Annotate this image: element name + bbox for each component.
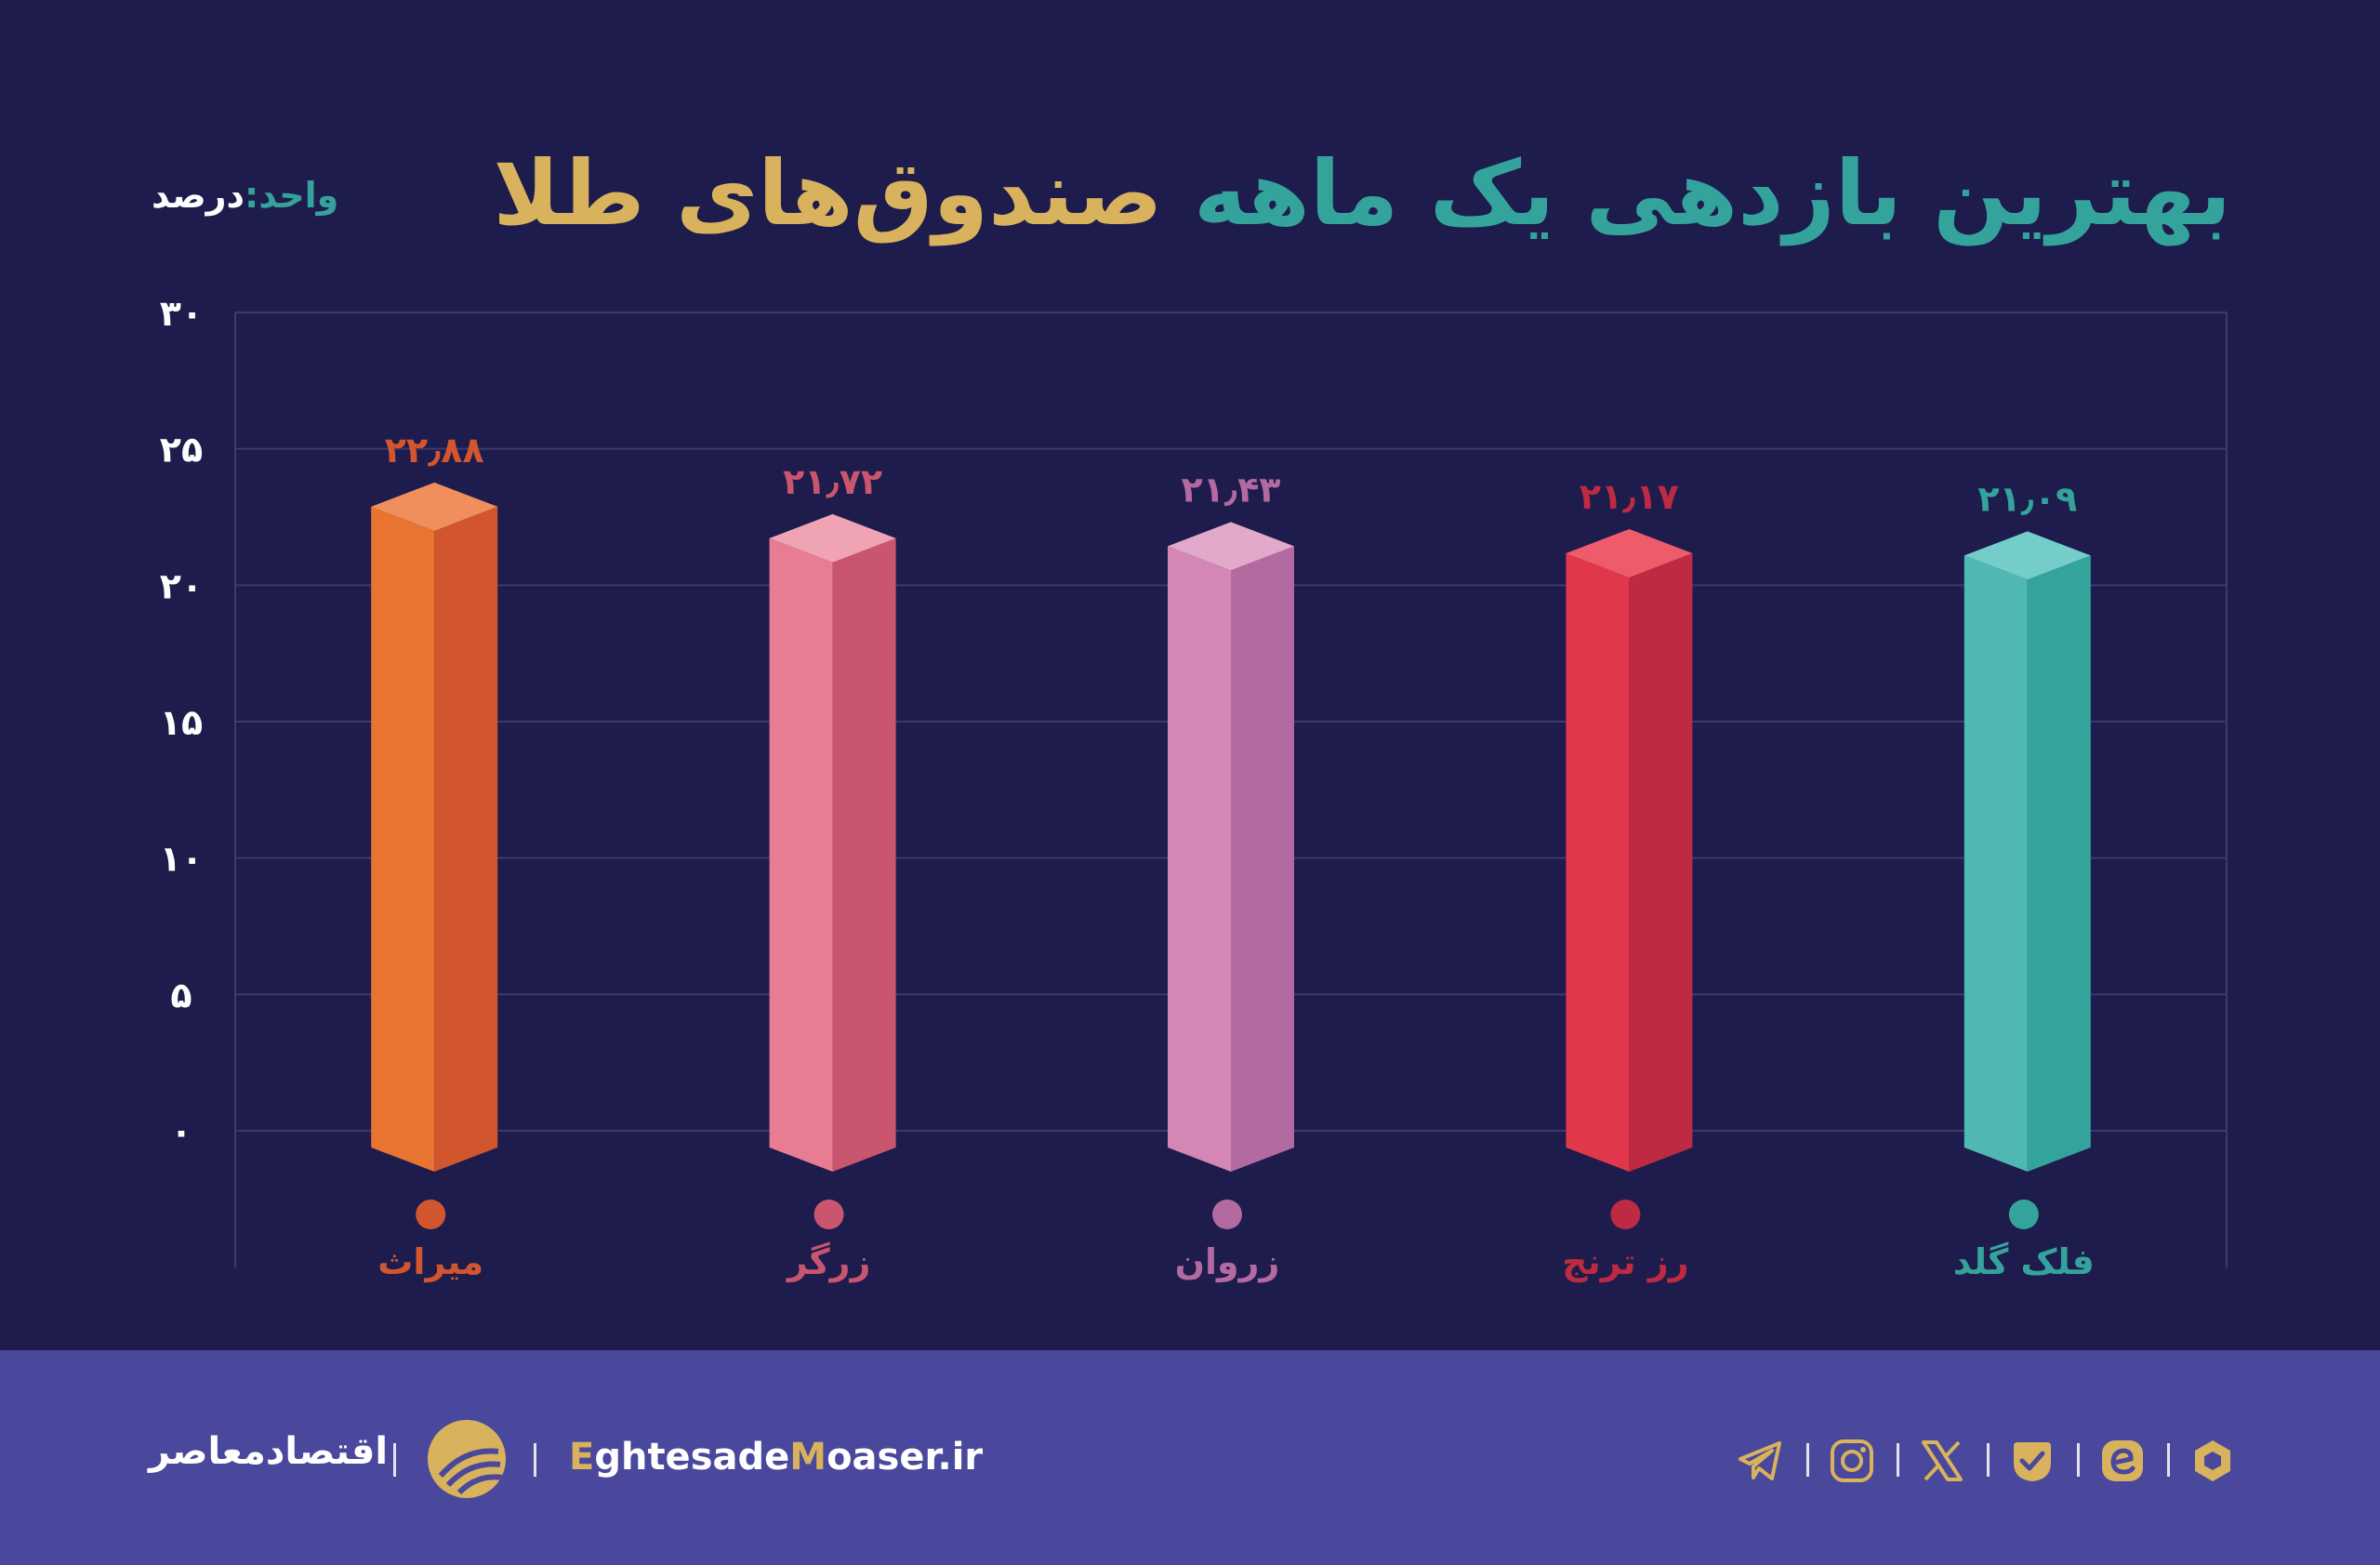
telegram-icon[interactable] xyxy=(1737,1437,1785,1485)
bar-top xyxy=(1566,529,1693,578)
footer-separator xyxy=(534,1443,536,1477)
bar-face-side xyxy=(832,537,896,1172)
x-icon[interactable] xyxy=(1918,1437,1966,1485)
eitaa-icon[interactable] xyxy=(2008,1437,2056,1485)
data-label: ۲۱٫۱۷ xyxy=(1580,476,1679,517)
y-tick-label: ۱۰ xyxy=(160,839,203,880)
x-tick-label: زرگر xyxy=(786,1241,871,1282)
x-tick-label: فلک گلد xyxy=(1953,1241,2095,1282)
bar-top xyxy=(769,513,896,563)
bar-face-side xyxy=(434,506,498,1172)
bar-face-side xyxy=(2027,555,2091,1172)
data-label: ۲۱٫۷۲ xyxy=(783,461,882,502)
bar-face-side xyxy=(1629,553,1693,1172)
legend-dot xyxy=(813,1200,844,1229)
y-tick-label: ۳۰ xyxy=(160,293,203,334)
data-label: ۲۱٫۴۳ xyxy=(1182,469,1281,510)
title-part-1: بهترین بازدهی یک ماهه xyxy=(1194,141,2231,245)
bar-face-front xyxy=(1566,553,1630,1172)
bar-face-front xyxy=(1964,555,2028,1172)
bar-face-front xyxy=(1168,546,1231,1172)
brand-logo-icon xyxy=(428,1420,506,1498)
bale-icon[interactable] xyxy=(2188,1437,2237,1485)
icon-separator xyxy=(2167,1443,2170,1477)
y-tick-label: ۲۵ xyxy=(160,430,203,471)
unit-label: واحد:درصد xyxy=(152,175,338,216)
data-label: ۲۱٫۰۹ xyxy=(1977,478,2077,519)
legend-dot xyxy=(1212,1200,1242,1229)
x-tick-label: زروان xyxy=(1175,1241,1280,1283)
bar-face-front xyxy=(371,506,435,1172)
icon-separator xyxy=(2077,1443,2080,1477)
legend-dot xyxy=(416,1200,446,1229)
icon-separator xyxy=(1897,1443,1899,1477)
unit-key: واحد: xyxy=(245,175,339,216)
bar-chart: ۰ ۵ ۱۰ ۱۵ ۲۰ ۲۵ ۳۰ ۲۲٫۸۸ میراث ۲۱٫۷۲ زرگر ۲۱٫۴۳ زرو… xyxy=(160,293,2228,1283)
website-link[interactable]: EghtesadeMoaser.ir xyxy=(569,1436,984,1479)
bar-face-side xyxy=(1231,546,1294,1172)
footer-separator xyxy=(393,1443,396,1477)
icon-separator xyxy=(1987,1443,1990,1477)
bar-top xyxy=(1964,531,2091,580)
x-tick-label: میراث xyxy=(377,1241,483,1282)
chart-labels: ۲۲٫۸۸ میراث ۲۱٫۷۲ زرگر ۲۱٫۴۳ زروان ۲۱٫۱۷ رز ترن… xyxy=(377,430,2095,1283)
unit-value: درصد xyxy=(152,175,245,216)
icon-separator xyxy=(1806,1443,1809,1477)
brand-name: اقتصادمعاصر xyxy=(149,1430,389,1473)
legend-dot xyxy=(1610,1200,1641,1229)
y-tick-label: ۰ xyxy=(170,1111,192,1152)
y-axis-ticks: ۰ ۵ ۱۰ ۱۵ ۲۰ ۲۵ ۳۰ xyxy=(160,293,203,1152)
y-tick-label: ۵ xyxy=(170,975,192,1015)
title-part-2: صندوق‌های طلا xyxy=(493,141,1163,245)
bar-face-front xyxy=(769,537,833,1172)
bar-top xyxy=(371,482,498,531)
bar-top xyxy=(1168,522,1294,571)
y-tick-label: ۱۵ xyxy=(160,702,203,743)
rubika-icon[interactable] xyxy=(2098,1437,2147,1485)
x-tick-label: رز ترنج xyxy=(1562,1241,1689,1282)
chart-title: بهترین بازدهی یک ماهه صندوق‌های طلا xyxy=(493,128,2231,259)
y-tick-label: ۲۰ xyxy=(160,565,203,606)
chart-bars xyxy=(371,482,2091,1172)
footer-bar xyxy=(0,1350,2380,1565)
legend-dot xyxy=(2008,1200,2039,1229)
data-label: ۲۲٫۸۸ xyxy=(385,430,484,471)
instagram-icon[interactable] xyxy=(1828,1437,1876,1485)
